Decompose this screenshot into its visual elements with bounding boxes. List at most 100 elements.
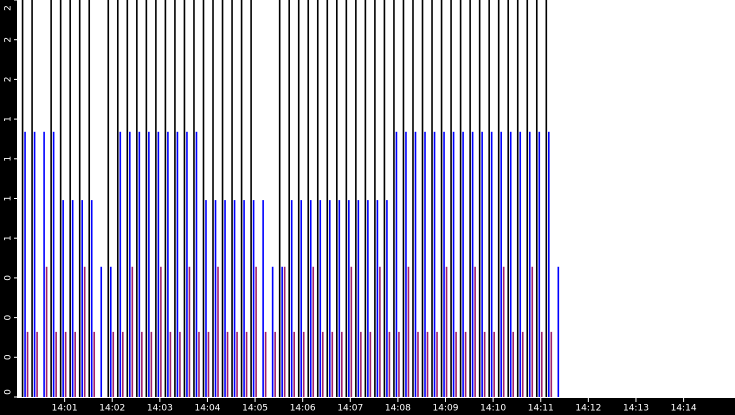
spike: [21, 0, 24, 397]
spike: [262, 200, 264, 397]
spike: [319, 200, 322, 397]
spike: [502, 266, 505, 397]
spike: [478, 0, 481, 397]
y-tick-label: 2: [4, 77, 14, 83]
spike: [205, 200, 207, 397]
spike: [288, 0, 290, 397]
y-tick-label: 0: [4, 275, 14, 281]
spike: [497, 0, 500, 397]
spike: [281, 266, 283, 397]
spike: [386, 200, 388, 397]
spike: [405, 131, 407, 397]
y-tick-label: 2: [4, 5, 14, 11]
spike: [436, 331, 438, 397]
x-tick-label: 14:05: [242, 404, 268, 414]
spike: [255, 266, 257, 397]
spike: [109, 266, 112, 397]
y-tick-label: 2: [4, 37, 14, 43]
spike: [119, 131, 122, 397]
y-tick-label: 1: [4, 156, 14, 162]
spike: [64, 331, 67, 397]
spike: [245, 331, 248, 397]
x-tick-label: 14:04: [194, 404, 220, 414]
spike: [186, 131, 188, 397]
x-tick-label: 14:13: [623, 404, 649, 414]
spike: [33, 131, 36, 397]
spike: [24, 131, 26, 397]
spike: [393, 0, 395, 397]
spike: [36, 331, 38, 397]
spike: [148, 131, 150, 397]
spike: [307, 0, 310, 397]
spike: [455, 331, 457, 397]
spike: [433, 131, 436, 397]
spike: [526, 0, 529, 397]
spike: [331, 331, 334, 397]
spike: [121, 331, 124, 397]
spike: [52, 131, 55, 397]
spike: [426, 331, 429, 397]
spike: [402, 0, 405, 397]
spike: [516, 0, 519, 397]
spike: [164, 0, 167, 397]
spike: [50, 0, 52, 397]
spike: [300, 200, 303, 397]
y-tick-label: 0: [4, 354, 14, 360]
spike: [62, 200, 64, 397]
spike: [107, 0, 110, 397]
y-tick-label: 1: [4, 116, 14, 122]
spike: [202, 0, 205, 397]
spike: [521, 331, 524, 397]
spike: [236, 331, 238, 397]
spike: [450, 0, 452, 397]
spike: [488, 0, 490, 397]
spike: [369, 331, 372, 397]
spike: [321, 331, 324, 397]
spike: [512, 331, 515, 397]
spike: [383, 0, 386, 397]
spike: [509, 131, 512, 397]
spike: [264, 331, 267, 397]
spike: [424, 131, 426, 397]
x-tick-label: 14:08: [385, 404, 411, 414]
spike: [78, 0, 81, 397]
spike: [414, 131, 417, 397]
spike: [531, 266, 534, 397]
spike: [138, 131, 141, 397]
spike: [490, 131, 493, 397]
spike: [221, 0, 224, 397]
spike: [545, 0, 548, 397]
spike: [338, 200, 341, 397]
spike: [538, 131, 541, 397]
spike: [445, 266, 448, 397]
spike: [540, 331, 543, 397]
spike: [367, 200, 369, 397]
x-tick-label: 14:10: [480, 404, 506, 414]
spike: [278, 0, 281, 397]
spike: [519, 131, 522, 397]
spike: [243, 200, 245, 397]
spike: [355, 0, 357, 397]
spike: [183, 0, 186, 397]
spike: [240, 0, 243, 397]
spike: [309, 200, 312, 397]
spike: [364, 0, 367, 397]
spike: [348, 200, 350, 397]
spike: [376, 200, 379, 397]
spike: [45, 266, 48, 397]
spike: [290, 200, 293, 397]
x-tick-label: 14:12: [575, 404, 601, 414]
spike: [417, 331, 419, 397]
spike: [26, 331, 29, 397]
spike: [81, 200, 83, 397]
spike: [395, 131, 398, 397]
spike: [55, 331, 57, 397]
y-tick-label: 0: [4, 389, 14, 395]
spike: [193, 0, 195, 397]
spike: [88, 0, 91, 397]
spike: [357, 200, 360, 397]
spike: [548, 131, 550, 397]
x-tick-label: 14:01: [52, 404, 78, 414]
spike: [31, 0, 33, 397]
x-axis-strip: [0, 398, 735, 415]
